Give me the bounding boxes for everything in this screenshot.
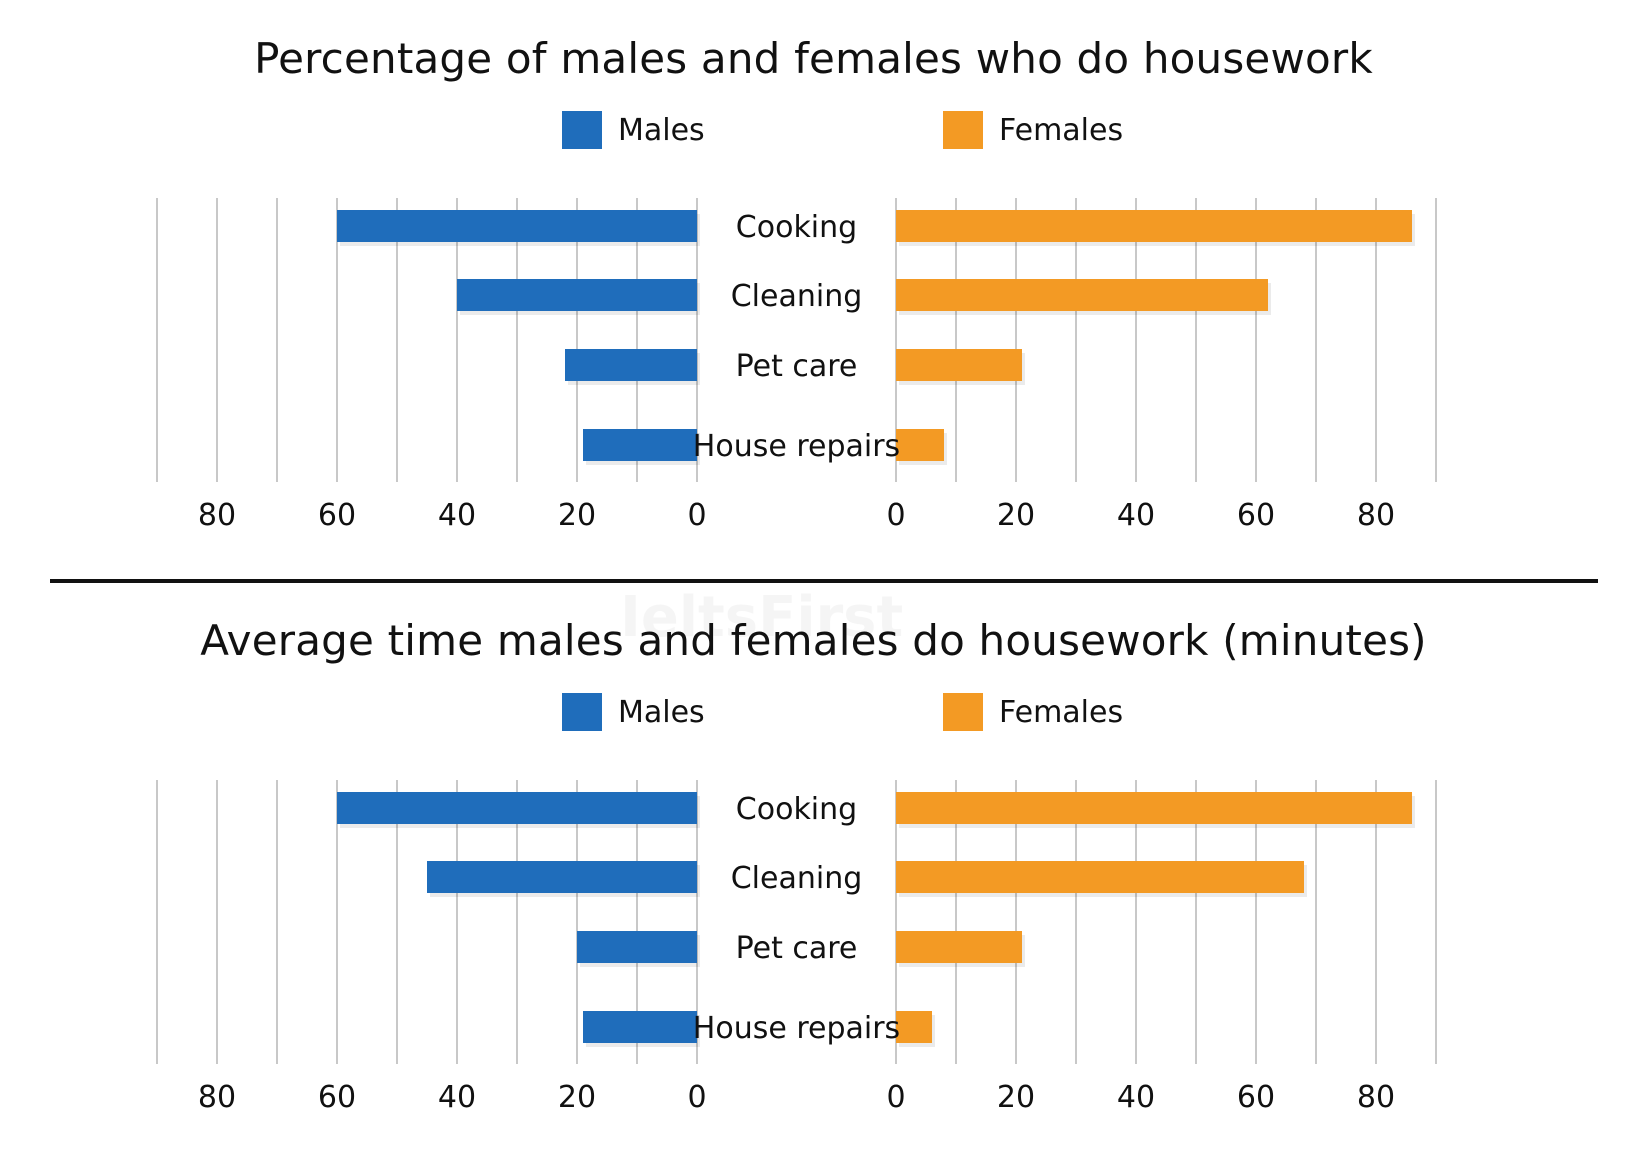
tick-label-right: 80 bbox=[1357, 498, 1395, 533]
tick-label-right: 0 bbox=[886, 498, 905, 533]
bar-males-2 bbox=[565, 349, 697, 381]
bar-males-1 bbox=[457, 279, 697, 311]
tick-label-left: 0 bbox=[687, 498, 706, 533]
legend-item-males: Males bbox=[562, 110, 705, 150]
legend-item-females: Females bbox=[943, 110, 1123, 150]
divider-line bbox=[50, 579, 1598, 583]
chart-plot-average-time: Cooking Cleaning Pet care House repairs 80 60… bbox=[156, 780, 1437, 1115]
tick-label-right: 0 bbox=[886, 1080, 905, 1115]
tick-label-right: 20 bbox=[997, 498, 1035, 533]
tick-label-right: 40 bbox=[1117, 1080, 1155, 1115]
tick-label-left: 80 bbox=[198, 498, 236, 533]
tick-label-left: 20 bbox=[558, 498, 596, 533]
legend-label-females: Females bbox=[999, 694, 1124, 730]
bar-females-1 bbox=[896, 861, 1304, 893]
category-label: Cooking bbox=[736, 792, 857, 827]
category-label: Cleaning bbox=[731, 861, 863, 896]
category-label: House repairs bbox=[693, 1011, 900, 1046]
legend-swatch-males bbox=[562, 693, 602, 731]
chart-title: Percentage of males and females who do h… bbox=[254, 34, 1373, 83]
chart-plot-percentage: Cooking Cleaning Pet care House repairs 80 60… bbox=[156, 198, 1437, 533]
bar-females-0 bbox=[896, 210, 1412, 242]
bar-females-2 bbox=[896, 349, 1022, 381]
tick-label-right: 60 bbox=[1237, 498, 1275, 533]
tick-label-left: 60 bbox=[318, 1080, 356, 1115]
tick-label-left: 20 bbox=[558, 1080, 596, 1115]
legend-swatch-females bbox=[943, 111, 983, 149]
bar-males-3 bbox=[583, 1011, 697, 1043]
tick-label-right: 20 bbox=[997, 1080, 1035, 1115]
chart-title: Average time males and females do housew… bbox=[200, 616, 1427, 665]
bar-females-0 bbox=[896, 792, 1412, 824]
bar-females-2 bbox=[896, 931, 1022, 963]
tick-label-left: 80 bbox=[198, 1080, 236, 1115]
bar-females-3 bbox=[896, 429, 944, 461]
legend-item-females: Females bbox=[943, 692, 1123, 732]
bar-males-3 bbox=[583, 429, 697, 461]
category-label: House repairs bbox=[693, 429, 900, 464]
bar-males-1 bbox=[427, 861, 697, 893]
bar-males-0 bbox=[337, 792, 697, 824]
legend-label-males: Males bbox=[618, 694, 705, 730]
tick-label-left: 0 bbox=[687, 1080, 706, 1115]
legend-swatch-males bbox=[562, 111, 602, 149]
tick-label-right: 60 bbox=[1237, 1080, 1275, 1115]
tick-label-left: 40 bbox=[438, 1080, 476, 1115]
category-label: Pet care bbox=[736, 349, 858, 384]
bar-males-0 bbox=[337, 210, 697, 242]
bar-males-2 bbox=[577, 931, 697, 963]
category-label: Cooking bbox=[736, 210, 857, 245]
legend-swatch-females bbox=[943, 693, 983, 731]
legend-label-females: Females bbox=[999, 112, 1124, 148]
bar-females-1 bbox=[896, 279, 1268, 311]
tick-label-left: 60 bbox=[318, 498, 356, 533]
tick-label-right: 80 bbox=[1357, 1080, 1395, 1115]
tick-label-right: 40 bbox=[1117, 498, 1155, 533]
category-label: Pet care bbox=[736, 931, 858, 966]
legend-label-males: Males bbox=[618, 112, 705, 148]
tick-label-left: 40 bbox=[438, 498, 476, 533]
bar-females-3 bbox=[896, 1011, 932, 1043]
category-label: Cleaning bbox=[731, 279, 863, 314]
legend-item-males: Males bbox=[562, 692, 705, 732]
